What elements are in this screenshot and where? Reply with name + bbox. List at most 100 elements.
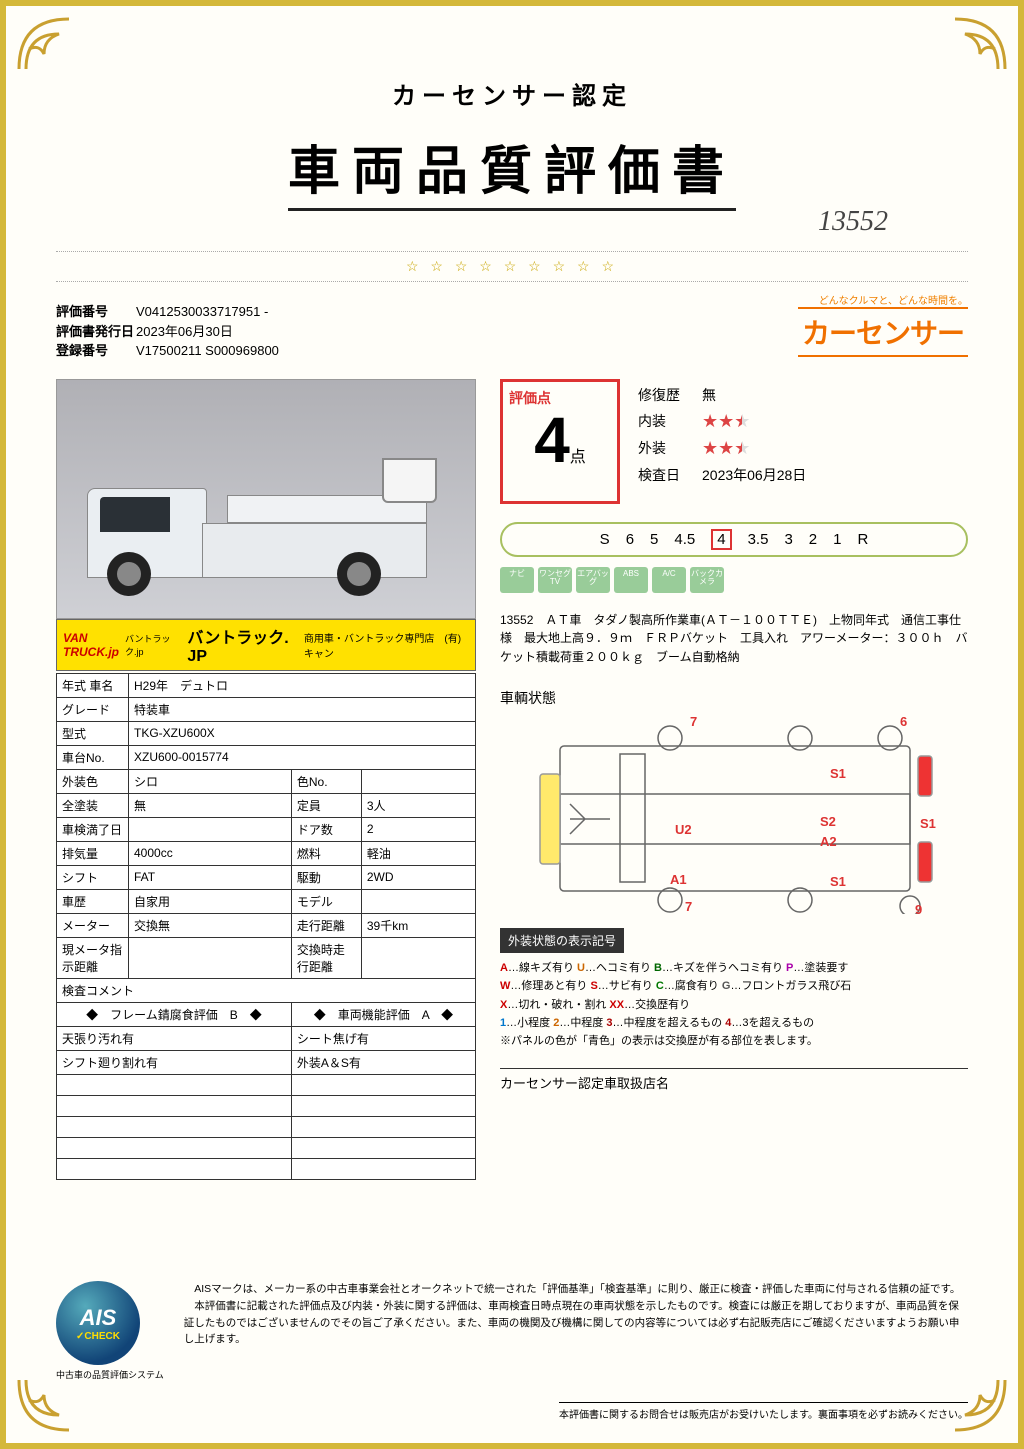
scale-step: R	[857, 531, 868, 548]
reg-no: V17500211 S000969800	[136, 343, 279, 358]
scale-step: 3	[784, 531, 792, 548]
star-icon: ★	[718, 438, 734, 458]
spec-value	[361, 937, 475, 978]
scale-step: 6	[626, 531, 634, 548]
legend-line: A…線キズ有り U…ヘコミ有り B…キズを伴うヘコミ有り P…塗装要す	[500, 959, 968, 977]
damage-mark: U2	[675, 822, 692, 837]
spec-value: FAT	[129, 865, 292, 889]
feature-badge: バックカメラ	[690, 567, 724, 593]
spec-key: メーター	[57, 913, 129, 937]
rating-key: 内装	[638, 411, 688, 431]
brand-block: どんなクルマと、どんな時間を。 カーセンサー	[798, 292, 968, 357]
ais-caption: 中古車の品質評価システム	[56, 1368, 164, 1381]
spec-key: 色No.	[291, 769, 361, 793]
star-icon: ★	[702, 438, 718, 458]
spec-key: シフト	[57, 865, 129, 889]
feature-badge: A/C	[652, 567, 686, 593]
title-block: カーセンサー認定 車両品質評価書	[56, 76, 968, 211]
feature-badge: エアバッグ	[576, 567, 610, 593]
scale-step: 1	[833, 531, 841, 548]
right-column: 評価点 4点 修復歴無内装★★★外装★★★検査日2023年06月28日 S654…	[500, 379, 968, 1180]
damage-mark: S2	[820, 814, 836, 829]
spec-value: H29年 デュトロ	[129, 673, 476, 697]
legend-line: 1…小程度 2…中程度 3…中程度を超えるもの 4…3を超えるもの	[500, 1014, 968, 1032]
corner-ornament	[14, 1375, 74, 1435]
spec-key: 車検満了日	[57, 817, 129, 841]
damage-mark: A1	[670, 872, 687, 887]
scale-step: 2	[809, 531, 817, 548]
spec-value: 自家用	[129, 889, 292, 913]
footer-text: AISマークは、メーカー系の中古車事業会社とオークネットで統一された「評価基準」…	[184, 1281, 968, 1348]
damage-mark: S1	[920, 816, 936, 831]
legend-body: A…線キズ有り U…ヘコミ有り B…キズを伴うヘコミ有り P…塗装要すW…修理あ…	[500, 959, 968, 1050]
damage-mark: S1	[830, 874, 846, 889]
spec-value: シロ	[129, 769, 292, 793]
damage-mark: S1	[830, 766, 846, 781]
rating-value: ★★★	[702, 411, 750, 432]
rating-value: ★★★	[702, 438, 750, 459]
note-right: シート焦げ有	[291, 1026, 475, 1050]
brand-logo: カーセンサー	[798, 307, 968, 357]
spec-value: 特装車	[129, 697, 476, 721]
ais-badge-block: AIS ✓CHECK 中古車の品質評価システム	[56, 1281, 164, 1381]
spec-value: 2	[361, 817, 475, 841]
issue-date: 2023年06月30日	[136, 324, 233, 339]
damage-mark: A2	[820, 834, 837, 849]
legend-line: W…修理あと有り S…サビ有り C…腐食有り G…フロントガラス飛び石	[500, 977, 968, 995]
rating-value: 無	[702, 385, 716, 405]
spec-key: 年式 車名	[57, 673, 129, 697]
note-left: 天張り汚れ有	[57, 1026, 292, 1050]
spec-key: ドア数	[291, 817, 361, 841]
spec-key: 外装色	[57, 769, 129, 793]
spec-key: モデル	[291, 889, 361, 913]
certification-subtitle: カーセンサー認定	[56, 76, 968, 111]
rating-list: 修復歴無内装★★★外装★★★検査日2023年06月28日	[638, 379, 806, 491]
spec-key: グレード	[57, 697, 129, 721]
spec-table: 年式 車名H29年 デュトログレード特装車型式TKG-XZU600X車台No.X…	[56, 673, 476, 1180]
spec-value: 2WD	[361, 865, 475, 889]
feature-badges: ナビワンセグTVエアバッグABSA/Cバックカメラ	[500, 567, 968, 593]
scale-step: 4.5	[674, 531, 695, 548]
dealer-banner: VANTRUCK.jp バントラック.jp バントラック. JP 商用車・バント…	[56, 619, 476, 671]
frame-eval: ◆ フレーム錆腐食評価 B ◆	[57, 1002, 292, 1026]
score-scale: S654.543.5321R	[500, 522, 968, 557]
spec-value: 軽油	[361, 841, 475, 865]
spec-key: 定員	[291, 793, 361, 817]
rating-key: 修復歴	[638, 385, 688, 405]
score-box: 評価点 4点	[500, 379, 620, 504]
spec-value	[129, 817, 292, 841]
feature-badge: ナビ	[500, 567, 534, 593]
spec-value	[361, 889, 475, 913]
issue-date-label: 評価書発行日	[56, 322, 136, 342]
spec-value: 無	[129, 793, 292, 817]
spec-value: 39千km	[361, 913, 475, 937]
vehicle-diagram: 7 6 S1 S2 A2 S1 U2 A1 S1 7 9	[500, 714, 940, 914]
damage-mark: 7	[685, 899, 692, 914]
spec-key: 全塗装	[57, 793, 129, 817]
rating-key: 外装	[638, 438, 688, 458]
note-right: 外装A＆S有	[291, 1050, 475, 1074]
eval-no-label: 評価番号	[56, 302, 136, 322]
damage-mark: 6	[900, 714, 907, 729]
feature-badge: ABS	[614, 567, 648, 593]
score-value: 4	[534, 404, 570, 476]
scale-step: 4	[711, 529, 731, 550]
legend-line: X…切れ・破れ・割れ XX…交換歴有り	[500, 996, 968, 1014]
spec-value: TKG-XZU600X	[129, 721, 476, 745]
legend-box: 外装状態の表示記号 A…線キズ有り U…ヘコミ有り B…キズを伴うヘコミ有り P…	[500, 928, 968, 1050]
dealer-name-label: カーセンサー認定車取扱店名	[500, 1068, 968, 1092]
left-column: VANTRUCK.jp バントラック.jp バントラック. JP 商用車・バント…	[56, 379, 476, 1180]
star-half-icon: ★	[734, 411, 750, 431]
rating-key: 検査日	[638, 465, 688, 485]
diagram-title: 車輌状態	[500, 688, 968, 708]
damage-mark: 9	[915, 902, 922, 917]
damage-mark: 7	[690, 714, 697, 729]
rating-value: 2023年06月28日	[702, 465, 806, 485]
spec-value: XZU600-0015774	[129, 745, 476, 769]
brand-tagline: どんなクルマと、どんな時間を。	[798, 292, 968, 307]
vehicle-description: 13552 ＡＴ車 タダノ製高所作業車(ＡＴ－１００ＴＴＥ) 上物同年式 通信工…	[500, 611, 968, 667]
reg-no-label: 登録番号	[56, 341, 136, 361]
legend-line: ※パネルの色が「青色」の表示は交換歴が有る部位を表します。	[500, 1032, 968, 1050]
spec-key: 駆動	[291, 865, 361, 889]
corner-ornament	[14, 14, 74, 74]
